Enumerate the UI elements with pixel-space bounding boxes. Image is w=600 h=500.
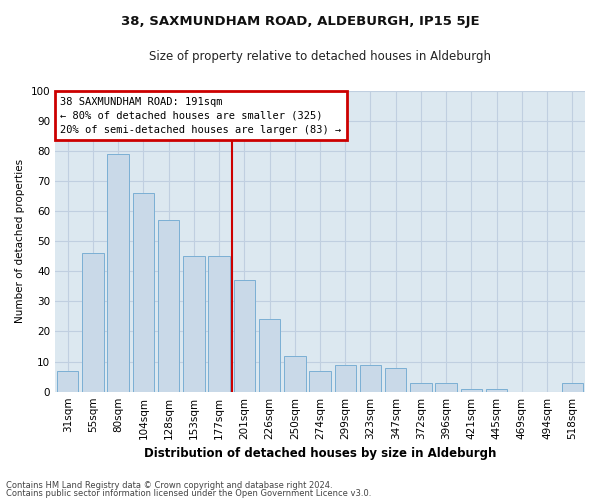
Bar: [410, 382, 431, 392]
Bar: [360, 364, 381, 392]
Bar: [284, 356, 305, 392]
Text: Contains HM Land Registry data © Crown copyright and database right 2024.: Contains HM Land Registry data © Crown c…: [6, 481, 332, 490]
X-axis label: Distribution of detached houses by size in Aldeburgh: Distribution of detached houses by size …: [144, 447, 496, 460]
Bar: [133, 193, 154, 392]
Bar: [486, 388, 508, 392]
Bar: [82, 253, 104, 392]
Bar: [259, 320, 280, 392]
Bar: [385, 368, 406, 392]
Text: 38, SAXMUNDHAM ROAD, ALDEBURGH, IP15 5JE: 38, SAXMUNDHAM ROAD, ALDEBURGH, IP15 5JE: [121, 15, 479, 28]
Bar: [208, 256, 230, 392]
Bar: [183, 256, 205, 392]
Text: Contains public sector information licensed under the Open Government Licence v3: Contains public sector information licen…: [6, 488, 371, 498]
Bar: [57, 370, 79, 392]
Bar: [335, 364, 356, 392]
Bar: [233, 280, 255, 392]
Bar: [436, 382, 457, 392]
Bar: [158, 220, 179, 392]
Y-axis label: Number of detached properties: Number of detached properties: [15, 159, 25, 323]
Bar: [107, 154, 129, 392]
Bar: [562, 382, 583, 392]
Title: Size of property relative to detached houses in Aldeburgh: Size of property relative to detached ho…: [149, 50, 491, 63]
Bar: [309, 370, 331, 392]
Bar: [461, 388, 482, 392]
Text: 38 SAXMUNDHAM ROAD: 191sqm
← 80% of detached houses are smaller (325)
20% of sem: 38 SAXMUNDHAM ROAD: 191sqm ← 80% of deta…: [61, 96, 341, 134]
